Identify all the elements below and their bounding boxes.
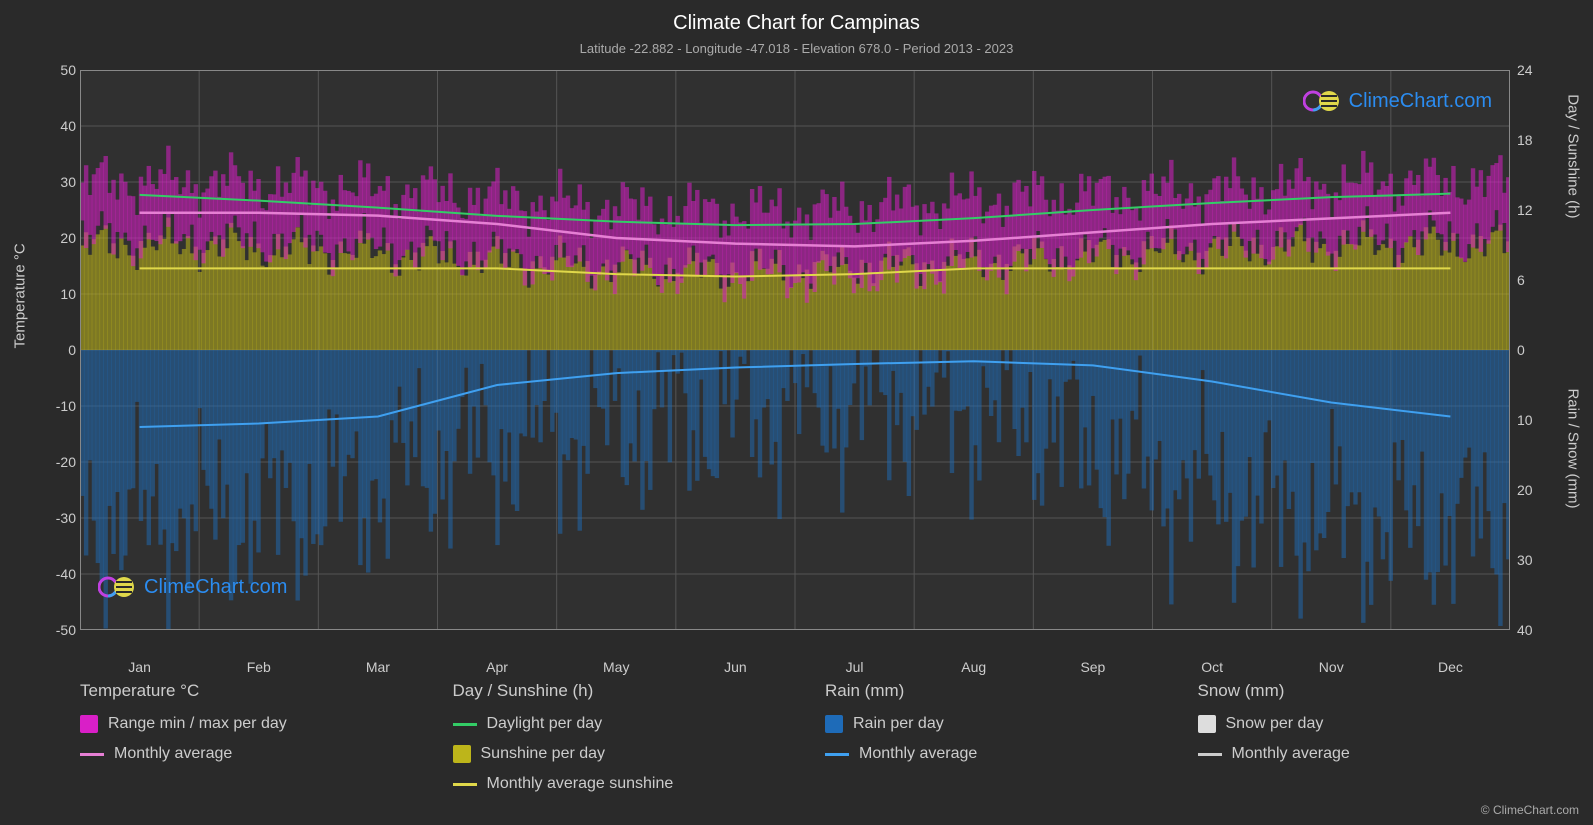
tick-left: 40 [50, 118, 76, 134]
legend-snow: Snow (mm) Snow per day Monthly average [1198, 681, 1511, 805]
chart-title: Climate Chart for Campinas [0, 0, 1593, 35]
month-label: Apr [477, 659, 517, 675]
logo-text: ClimeChart.com [1349, 90, 1492, 113]
legend-temperature: Temperature °C Range min / max per day M… [80, 681, 393, 805]
climate-chart-svg [80, 70, 1510, 630]
legend-label: Daylight per day [487, 715, 603, 733]
tick-right-hours: 12 [1517, 202, 1543, 218]
swatch-sun-avg [453, 783, 477, 786]
legend-label: Rain per day [853, 715, 944, 733]
legend-item-temp-avg: Monthly average [80, 745, 393, 763]
legend-label: Range min / max per day [108, 715, 287, 733]
chart-plot-area: ClimeChart.com ClimeChart.com [80, 70, 1510, 630]
legend-daylight: Day / Sunshine (h) Daylight per day Suns… [453, 681, 766, 805]
legend-item-daylight: Daylight per day [453, 715, 766, 733]
tick-right-rain: 10 [1517, 412, 1543, 428]
legend-label: Monthly average [114, 745, 232, 763]
tick-right-hours: 18 [1517, 132, 1543, 148]
legend-label: Monthly average sunshine [487, 775, 674, 793]
month-label: Dec [1430, 659, 1470, 675]
month-label: Feb [239, 659, 279, 675]
tick-left: -40 [50, 566, 76, 582]
legend-item-snow-avg: Monthly average [1198, 745, 1511, 763]
tick-right-hours: 0 [1517, 342, 1543, 358]
y-axis-label-right-bottom: Rain / Snow (mm) [1565, 388, 1582, 508]
tick-left: 10 [50, 286, 76, 302]
swatch-daylight [453, 723, 477, 726]
legend-title-rain: Rain (mm) [825, 681, 1138, 701]
tick-left: 20 [50, 230, 76, 246]
swatch-temp-range [80, 715, 98, 733]
legend-title-snow: Snow (mm) [1198, 681, 1511, 701]
tick-left: -10 [50, 398, 76, 414]
legend-title-temp: Temperature °C [80, 681, 393, 701]
tick-left: 50 [50, 62, 76, 78]
month-label: Oct [1192, 659, 1232, 675]
logo-text: ClimeChart.com [144, 576, 287, 599]
month-label: Sep [1073, 659, 1113, 675]
legend-title-day: Day / Sunshine (h) [453, 681, 766, 701]
month-label: May [596, 659, 636, 675]
legend-label: Monthly average [1232, 745, 1350, 763]
swatch-snow-avg [1198, 753, 1222, 756]
legend-item-rain-avg: Monthly average [825, 745, 1138, 763]
chart-subtitle: Latitude -22.882 - Longitude -47.018 - E… [0, 35, 1593, 56]
y-axis-label-left: Temperature °C [12, 243, 29, 348]
tick-left: -30 [50, 510, 76, 526]
logo-top-right: ClimeChart.com [1303, 88, 1492, 114]
month-label: Jun [715, 659, 755, 675]
tick-right-rain: 20 [1517, 482, 1543, 498]
y-axis-label-right-top: Day / Sunshine (h) [1565, 94, 1582, 218]
logo-icon [98, 574, 138, 600]
legend-item-temp-range: Range min / max per day [80, 715, 393, 733]
month-label: Jul [835, 659, 875, 675]
tick-left: 30 [50, 174, 76, 190]
legend-item-sun-avg: Monthly average sunshine [453, 775, 766, 793]
swatch-snow [1198, 715, 1216, 733]
legend-label: Snow per day [1226, 715, 1324, 733]
tick-left: -50 [50, 622, 76, 638]
month-label: Mar [358, 659, 398, 675]
month-label: Jan [120, 659, 160, 675]
legend-rain: Rain (mm) Rain per day Monthly average [825, 681, 1138, 805]
swatch-temp-avg [80, 753, 104, 756]
month-label: Aug [954, 659, 994, 675]
legend-item-sunshine: Sunshine per day [453, 745, 766, 763]
tick-left: 0 [50, 342, 76, 358]
tick-right-rain: 40 [1517, 622, 1543, 638]
swatch-rain [825, 715, 843, 733]
tick-right-hours: 24 [1517, 62, 1543, 78]
logo-icon [1303, 88, 1343, 114]
tick-right-rain: 30 [1517, 552, 1543, 568]
tick-left: -20 [50, 454, 76, 470]
legend-label: Monthly average [859, 745, 977, 763]
legend: Temperature °C Range min / max per day M… [80, 681, 1510, 805]
legend-label: Sunshine per day [481, 745, 606, 763]
legend-item-snow-per-day: Snow per day [1198, 715, 1511, 733]
logo-bottom-left: ClimeChart.com [98, 574, 287, 600]
swatch-rain-avg [825, 753, 849, 756]
swatch-sunshine [453, 745, 471, 763]
legend-item-rain-per-day: Rain per day [825, 715, 1138, 733]
credit-text: © ClimeChart.com [1481, 803, 1579, 817]
tick-right-hours: 6 [1517, 272, 1543, 288]
month-label: Nov [1311, 659, 1351, 675]
